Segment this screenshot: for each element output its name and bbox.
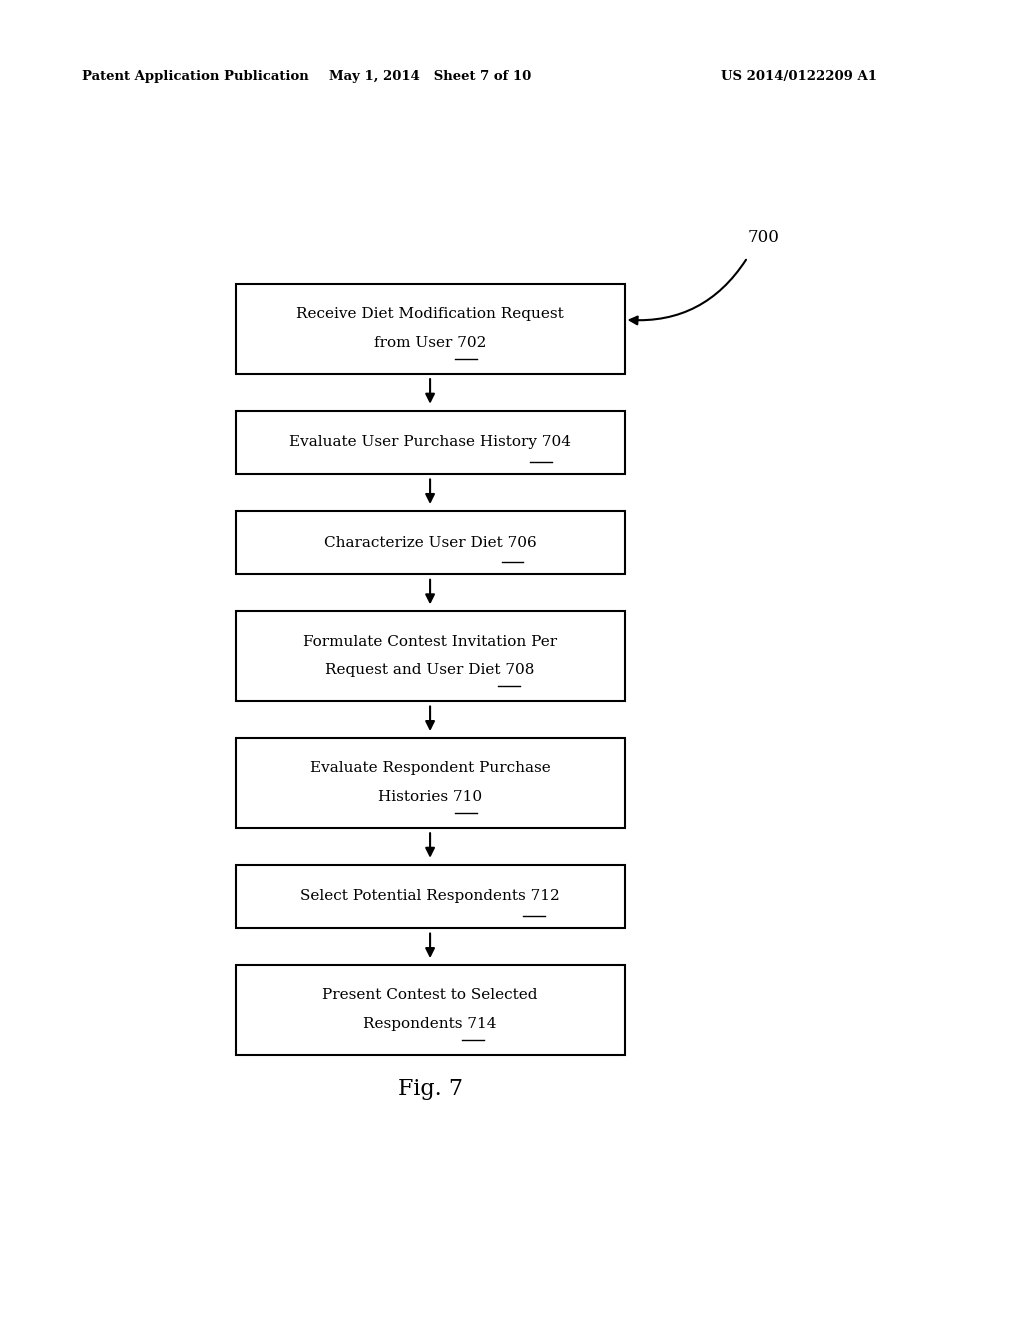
FancyBboxPatch shape (236, 965, 625, 1055)
Text: Select Potential Respondents 712: Select Potential Respondents 712 (300, 890, 560, 903)
Text: Formulate Contest Invitation Per: Formulate Contest Invitation Per (303, 635, 557, 648)
Text: Respondents 714: Respondents 714 (364, 1018, 497, 1031)
Text: Histories 710: Histories 710 (378, 791, 482, 804)
Text: from User 702: from User 702 (374, 337, 486, 350)
FancyBboxPatch shape (236, 611, 625, 701)
Text: Request and User Diet 708: Request and User Diet 708 (326, 664, 535, 677)
Text: Receive Diet Modification Request: Receive Diet Modification Request (296, 308, 564, 321)
Text: Evaluate User Purchase History 704: Evaluate User Purchase History 704 (289, 436, 571, 449)
Text: US 2014/0122209 A1: US 2014/0122209 A1 (721, 70, 877, 83)
FancyBboxPatch shape (236, 865, 625, 928)
Text: Fig. 7: Fig. 7 (397, 1078, 463, 1100)
FancyBboxPatch shape (236, 411, 625, 474)
Text: 700: 700 (748, 230, 779, 246)
FancyBboxPatch shape (236, 738, 625, 828)
Text: Patent Application Publication: Patent Application Publication (82, 70, 308, 83)
FancyBboxPatch shape (236, 284, 625, 374)
Text: Characterize User Diet 706: Characterize User Diet 706 (324, 536, 537, 549)
FancyBboxPatch shape (236, 511, 625, 574)
Text: Evaluate Respondent Purchase: Evaluate Respondent Purchase (309, 762, 551, 775)
Text: May 1, 2014   Sheet 7 of 10: May 1, 2014 Sheet 7 of 10 (329, 70, 531, 83)
Text: Present Contest to Selected: Present Contest to Selected (323, 989, 538, 1002)
